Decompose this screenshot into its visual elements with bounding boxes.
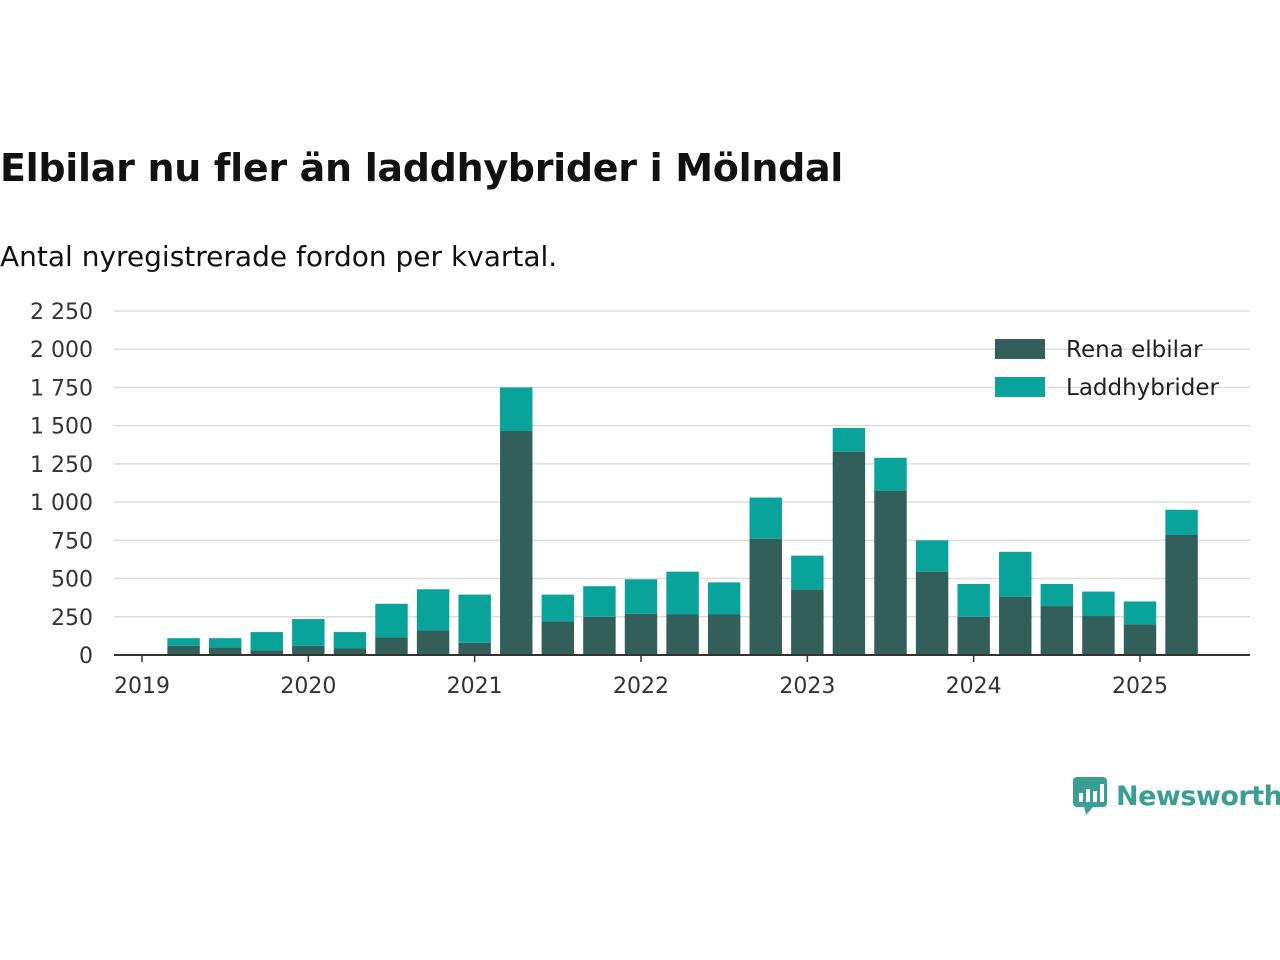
bar-rena-elbilar [707, 614, 741, 655]
bar-rena-elbilar [500, 431, 533, 655]
bar-laddhybrider [333, 632, 367, 649]
legend-label-rena-elbilar: Rena elbilar [1066, 337, 1203, 363]
bar-rena-elbilar [167, 645, 200, 655]
bar-laddhybrider [1040, 583, 1074, 607]
bar-laddhybrider [1082, 591, 1115, 617]
y-tick-label: 750 [51, 529, 93, 554]
x-tick-label: 2024 [946, 674, 1002, 699]
bar-laddhybrider [1123, 601, 1157, 625]
bar-rena-elbilar [666, 614, 699, 655]
legend: Rena elbilar Laddhybrider [995, 337, 1219, 401]
bar-laddhybrider [416, 589, 450, 631]
bar-laddhybrider [292, 619, 325, 646]
bar-rena-elbilar [416, 630, 450, 655]
chart-subtitle: Antal nyregistrerade fordon per kvartal. [0, 240, 558, 273]
y-tick-label: 2 250 [30, 300, 93, 325]
y-tick-label: 1 500 [30, 415, 93, 440]
axes: 0 250 500 750 1 000 1 250 1 500 1 750 2 000 2 250… [30, 300, 1250, 699]
x-tick-label: 2021 [447, 674, 503, 699]
bar-rena-elbilar [1082, 616, 1115, 655]
bar-rena-elbilar [375, 637, 408, 655]
bar-rena-elbilar [1040, 606, 1074, 655]
bar-rena-elbilar [832, 451, 866, 655]
x-tick-label: 2023 [779, 674, 835, 699]
bar-laddhybrider [1165, 509, 1198, 535]
bar-laddhybrider [250, 632, 283, 651]
bar-laddhybrider [624, 579, 658, 614]
bar-laddhybrider [541, 594, 575, 622]
y-tick-label: 0 [79, 644, 93, 669]
bar-rena-elbilar [1165, 534, 1198, 655]
bar-laddhybrider [458, 594, 491, 643]
bar-rena-elbilar [333, 648, 367, 655]
bar-laddhybrider [208, 638, 242, 648]
bar-laddhybrider [915, 540, 949, 572]
bar-rena-elbilar [250, 650, 283, 655]
bar-rena-elbilar [541, 621, 575, 655]
bar-laddhybrider [583, 586, 616, 617]
newsworthy-brand: Newsworthy [1072, 776, 1280, 816]
bar-rena-elbilar [999, 596, 1032, 655]
bar-laddhybrider [666, 571, 699, 615]
x-tick-label: 2025 [1112, 674, 1168, 699]
bar-laddhybrider [167, 638, 200, 646]
bar-laddhybrider [375, 603, 408, 638]
y-tick-label: 250 [51, 606, 93, 631]
brand-name: Newsworthy [1116, 780, 1280, 812]
y-tick-label: 1 000 [30, 491, 93, 516]
bars [167, 387, 1198, 655]
bar-rena-elbilar [749, 538, 782, 655]
y-tick-label: 1 750 [30, 376, 93, 401]
newsworthy-logo-icon [1073, 777, 1107, 815]
bar-laddhybrider [500, 387, 533, 432]
bar-rena-elbilar [583, 616, 616, 655]
bar-laddhybrider [874, 457, 907, 491]
bar-laddhybrider [832, 427, 866, 452]
chart-title: Elbilar nu fler än laddhybrider i Mölnda… [0, 146, 844, 190]
y-tick-label: 500 [51, 568, 93, 593]
bar-rena-elbilar [915, 571, 949, 655]
bar-rena-elbilar [1123, 624, 1157, 655]
bar-laddhybrider [707, 582, 741, 615]
bar-rena-elbilar [624, 613, 658, 655]
x-tick-label: 2019 [114, 674, 170, 699]
bar-rena-elbilar [791, 589, 824, 655]
x-tick-label: 2022 [613, 674, 669, 699]
gridlines [114, 310, 1250, 618]
bar-laddhybrider [999, 551, 1032, 597]
bar-laddhybrider [749, 497, 782, 539]
legend-swatch-laddhybrider [995, 377, 1045, 397]
y-tick-label: 2 000 [30, 338, 93, 363]
y-tick-label: 1 250 [30, 453, 93, 478]
bar-laddhybrider [957, 583, 990, 617]
bar-rena-elbilar [957, 616, 990, 655]
bar-rena-elbilar [292, 645, 325, 655]
bar-rena-elbilar [458, 642, 491, 655]
x-tick-label: 2020 [280, 674, 336, 699]
stacked-bar-chart: 0 250 500 750 1 000 1 250 1 500 1 750 2 000 2 250… [30, 300, 1250, 699]
bar-rena-elbilar [208, 647, 242, 655]
bar-rena-elbilar [874, 490, 907, 655]
bar-laddhybrider [791, 555, 824, 590]
legend-label-laddhybrider: Laddhybrider [1066, 375, 1219, 401]
legend-swatch-rena-elbilar [995, 339, 1045, 359]
